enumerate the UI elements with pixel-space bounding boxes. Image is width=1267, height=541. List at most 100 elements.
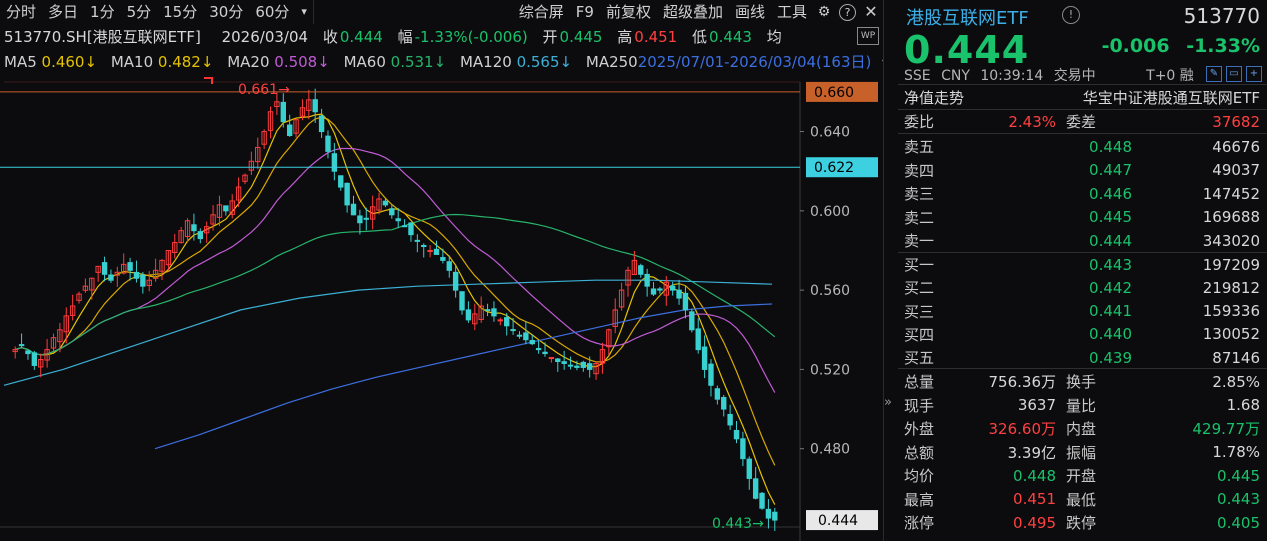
period-tab-1min[interactable]: 1分 [90,3,115,21]
level-price: 0.441 [1089,302,1132,321]
candle-body [184,220,191,238]
marker-icon [204,77,213,84]
candle-body [459,291,465,311]
ma5-line [15,113,776,505]
candle-body [25,350,31,355]
avg-label: 均 [766,28,782,46]
candle-body [274,101,280,108]
stat-label: 总额 [904,443,935,462]
ask-row[interactable]: 卖二 0.445 169688 [904,206,1260,229]
stat-row: 最高 0.451 最低 0.443 [904,488,1260,511]
add-icon[interactable]: + [1246,66,1262,82]
candle-body [178,230,184,244]
period-tab-30min[interactable]: 30分 [209,3,244,21]
candle-body [580,361,586,368]
high-value: 0.451 [634,28,678,46]
candle-body [759,492,765,509]
bid-row[interactable]: 买四 0.440 130052 [904,323,1260,346]
info-icon[interactable]: ! [1062,6,1080,24]
bid-row[interactable]: 买一 0.443 197209 [904,253,1260,276]
ma-legend-line: MA5 0.460↓ MA10 0.482↓ MA20 0.508↓ MA60 … [4,51,914,72]
period-tab-intraday[interactable]: 分时 [6,3,37,21]
candle-body [235,186,242,201]
nav-label[interactable]: 净值走势 [904,89,965,107]
period-tab-15min[interactable]: 15分 [163,3,198,21]
period-tab-5min[interactable]: 5分 [126,3,152,21]
candle-body [504,317,510,327]
stat-value: 756.36万 [988,373,1057,391]
candle-body [650,288,657,295]
candle-body [714,388,721,400]
composite-screen-button[interactable]: 综合屏 [518,3,564,21]
wp-badge[interactable]: WP [857,27,879,45]
level-label: 买五 [904,349,935,368]
candle-body [644,273,650,287]
candle-body [31,352,38,366]
kline-chart[interactable]: 0.660 0.622 0.444 0.640 0.600 0.560 0.520 0.48… [0,0,882,541]
divider [898,368,1267,369]
high-label: 高 [617,28,633,46]
candle-body [427,249,433,253]
candle-body [191,224,197,232]
window-icon[interactable]: ▭ [1226,66,1242,82]
candle-body [663,281,669,296]
candle-body [286,124,293,137]
candle-body [350,203,357,216]
level-qty: 49037 [1212,161,1260,179]
settings-gear-icon[interactable]: ⚙ [817,4,831,20]
candle-body [593,362,599,375]
candle-body [472,313,478,325]
candle-body [523,332,529,341]
divider [898,252,1267,253]
candle-body [312,99,318,113]
quote-panel: 港股互联网ETF ! 513770 0.444 -0.006 -1.33% SS… [883,0,1267,541]
t0-margin: T+0 融 [1146,68,1194,84]
candle-body [261,131,267,145]
candle-body [223,205,229,212]
stat-value: 0.451 [1013,490,1056,508]
weibi-value: 2.43% [1008,112,1056,131]
level-qty: 219812 [1202,278,1260,297]
period-tab-multiday[interactable]: 多日 [48,3,79,21]
panel-collapse-icon[interactable]: » [884,395,892,410]
ask-row[interactable]: 卖五 0.448 46676 [904,135,1260,158]
ask-row[interactable]: 卖四 0.447 49037 [904,159,1260,182]
candle-body [657,288,663,291]
candle-body [465,309,472,321]
forward-adjust-button[interactable]: 前复权 [605,3,651,21]
stat-row: 总量 756.36万 换手 2.85% [904,370,1260,393]
stat-label: 均价 [904,467,935,485]
period-tab-60min[interactable]: 60分 [255,3,290,21]
fund-title[interactable]: 港股互联网ETF [906,8,1029,29]
candle-body [89,277,95,291]
change-value: -0.006 [1101,35,1170,57]
ma60-label: MA60 [343,53,386,71]
ask-row[interactable]: 卖一 0.444 343020 [904,229,1260,252]
candle-body [727,413,733,426]
ma10-value: 0.482↓ [157,53,214,71]
candle-body [210,214,216,225]
chart-grid [0,81,801,541]
candle-body [242,174,248,182]
help-icon[interactable]: ? [839,3,856,21]
nav-row[interactable]: 净值走势 华宝中证港股通互联网ETF [904,86,1260,109]
candle-body [44,349,50,361]
edit-icon[interactable]: ✎ [1206,66,1222,82]
level-qty: 343020 [1202,231,1260,250]
candle-body [567,364,574,367]
super-overlay-button[interactable]: 超级叠加 [662,3,723,21]
level-label: 卖五 [904,138,935,156]
bid-row[interactable]: 买二 0.442 219812 [904,276,1260,299]
period-more-dropdown[interactable]: ▾ [295,0,314,24]
ask-row[interactable]: 卖三 0.446 147452 [904,182,1260,205]
range-value: -1.33%(-0.006) [414,28,528,46]
close-icon[interactable]: ✕ [864,2,878,21]
draw-line-button[interactable]: 画线 [734,3,765,21]
tools-button[interactable]: 工具 [776,3,807,21]
bid-row[interactable]: 买三 0.441 159336 [904,300,1260,323]
candle-body [127,262,133,271]
candle-body [599,349,606,364]
bid-row[interactable]: 买五 0.439 87146 [904,346,1260,369]
candle-body [344,182,350,206]
f9-button[interactable]: F9 [575,3,594,21]
